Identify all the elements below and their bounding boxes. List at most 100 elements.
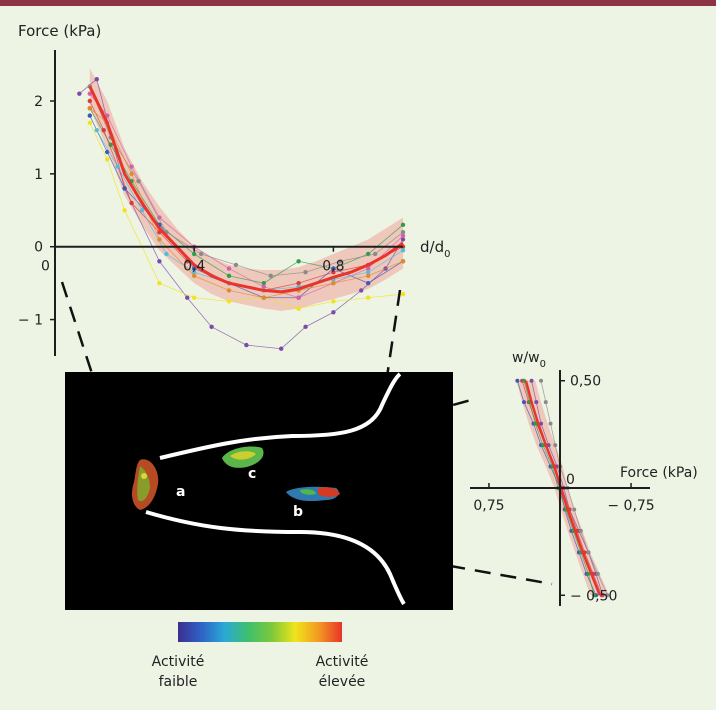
trace-point [94, 127, 99, 133]
trace-point [157, 237, 162, 242]
mean-curve [88, 85, 404, 294]
side-trace-point [515, 378, 520, 383]
trace-point [101, 127, 106, 133]
side-trace-point [522, 400, 526, 405]
x-axis-title: d/d0 [420, 238, 450, 260]
trace-point [366, 266, 371, 271]
side-x-tick-label: 0,75 [473, 498, 504, 514]
side-trace-point [578, 528, 583, 533]
trace-point [136, 178, 141, 184]
x-axis-title-main: d/d [420, 238, 444, 256]
trace-point [400, 233, 406, 238]
trace-point [366, 270, 371, 275]
side-trace-point [534, 400, 539, 405]
channel-wall-top [159, 372, 402, 460]
trace-point [400, 222, 406, 228]
zoom-guide-upper [377, 396, 479, 428]
trace-point [331, 270, 336, 275]
trace-point [359, 288, 364, 293]
trace-point [331, 280, 336, 286]
cell-label-c: c [248, 466, 256, 482]
cell-b-front [318, 487, 340, 497]
trace-point [331, 266, 336, 271]
trace-point [129, 171, 134, 177]
colorbar-low-label-line2: faible [158, 674, 198, 690]
individual-trace [79, 78, 404, 350]
side-trace-point [546, 443, 551, 448]
trace-point [129, 200, 134, 206]
side-y-tick-group: 0,50 − 0,50 [560, 374, 617, 604]
trace-point [185, 295, 190, 300]
cell-a-spot [141, 473, 147, 479]
y-tick-label: 2 [34, 94, 43, 110]
trace-point [366, 273, 371, 279]
trace-point [226, 299, 232, 304]
trace-point [400, 291, 406, 297]
side-y-axis-title: w/w0 [512, 350, 546, 370]
trace-point [261, 295, 266, 300]
cell-c [222, 446, 264, 468]
cell-a-center [137, 466, 150, 502]
trace-point [372, 251, 378, 257]
side-trace-point [539, 421, 544, 426]
y-tick-label: 1 [34, 167, 43, 183]
trace-point [105, 157, 110, 162]
trace-point [87, 91, 93, 96]
cell-b [286, 486, 340, 502]
confidence-band-layer [89, 68, 404, 311]
side-trace-point [543, 400, 548, 405]
trace-point [261, 284, 266, 289]
channel-wall-bottom [145, 510, 406, 606]
trace-point [226, 266, 232, 271]
trace-point [157, 215, 162, 220]
trace-point [233, 262, 239, 268]
trace-point [261, 280, 266, 286]
trace-point [226, 273, 232, 279]
side-trace-point [548, 421, 553, 426]
colorbar-high-label-line1: Activité [315, 654, 369, 670]
confidence-band [89, 68, 404, 311]
width-force-chart: w/w0 Force (kPa) 0,50− 0,50 0,75− 0,75 0 [470, 350, 698, 606]
trace-point [338, 259, 343, 264]
side-y-axis-title-subscript: 0 [540, 359, 546, 370]
side-trace-point [529, 378, 534, 383]
side-trace-point [605, 593, 610, 598]
origin-tick-label: 0 [41, 259, 50, 275]
trace-point [198, 251, 204, 257]
individual-traces-layer [77, 76, 406, 351]
trace-point [296, 259, 301, 264]
trace-point [400, 229, 406, 235]
trace-point [192, 295, 197, 300]
side-trace-point [586, 571, 591, 576]
trace-point [366, 280, 371, 286]
trace-point [77, 91, 82, 96]
y-axis-title: Force (kPa) [18, 22, 101, 40]
trace-point [192, 273, 197, 279]
trace-point [331, 310, 336, 315]
side-y-axis-title-main: w/w [512, 350, 540, 366]
cell-c-center [230, 451, 256, 460]
trace-point [122, 208, 127, 213]
side-y-tick-label: − 0,50 [570, 588, 617, 604]
trace-point [157, 259, 162, 264]
trace-point [94, 76, 99, 82]
activity-colorbar [178, 622, 342, 642]
side-trace-point [592, 593, 597, 598]
colorbar-high-label-line2: élevée [318, 674, 366, 690]
trace-point [87, 98, 93, 104]
trace-point [139, 208, 145, 213]
trace-point [164, 251, 169, 257]
trace-point [87, 106, 93, 111]
trace-point [331, 299, 336, 304]
trace-point [209, 324, 214, 330]
trace-point [303, 270, 308, 275]
micrograph-panel: a b c [65, 372, 453, 610]
trace-point [129, 164, 134, 169]
trace-point [296, 295, 301, 300]
trace-point [192, 266, 197, 271]
side-trace-point [586, 550, 591, 555]
trace-point [279, 346, 284, 351]
x-tick-label: 0,4 [183, 259, 205, 275]
top-accent-bar [0, 0, 716, 6]
